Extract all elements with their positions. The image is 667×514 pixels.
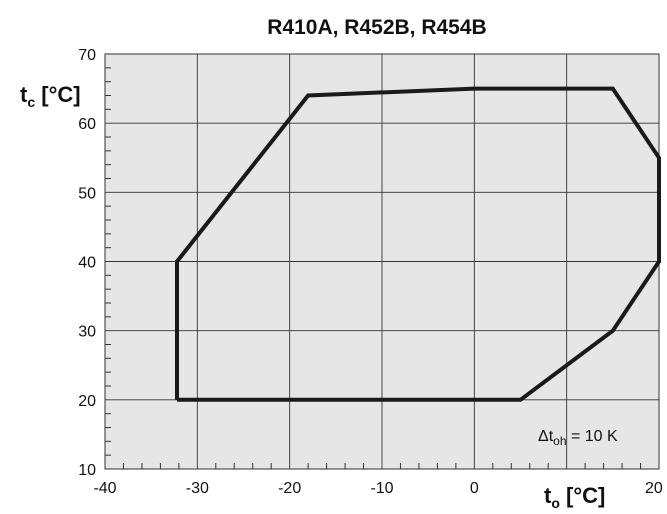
envelope-line bbox=[175, 86, 661, 402]
x-axis-label-unit: [°C] bbox=[560, 483, 605, 508]
x-axis-label-sub: o bbox=[551, 495, 560, 511]
y-tick-labels: 10 20 30 40 50 60 70 bbox=[78, 47, 96, 479]
annotation-delta: Δt bbox=[538, 428, 554, 445]
x-axis-label-main: t bbox=[544, 483, 552, 508]
minor-ticks bbox=[105, 67, 642, 469]
x-tick-label-6: 20 bbox=[645, 480, 663, 497]
y-tick-label-6: 70 bbox=[78, 47, 96, 64]
y-tick-label-0: 10 bbox=[78, 462, 96, 479]
y-axis-label-sub: c bbox=[27, 94, 35, 110]
y-axis-label-main: t bbox=[20, 82, 28, 107]
x-axis-label: to [°C] bbox=[544, 483, 605, 511]
x-tick-label-3: -10 bbox=[370, 480, 393, 497]
y-tick-label-2: 30 bbox=[78, 324, 96, 341]
x-tick-label-4: 0 bbox=[470, 480, 479, 497]
y-tick-label-4: 50 bbox=[78, 185, 96, 202]
y-axis-label: tc [°C] bbox=[20, 82, 81, 110]
y-tick-label-3: 40 bbox=[78, 255, 96, 272]
annotation-text: = 10 K bbox=[567, 428, 618, 445]
x-tick-label-0: -40 bbox=[93, 480, 116, 497]
x-tick-labels: -40 -30 -20 -10 0 20 bbox=[93, 480, 662, 497]
annotation-sub: oh bbox=[553, 434, 566, 448]
chart-title: R410A, R452B, R454B bbox=[267, 16, 486, 39]
superheat-annotation: Δtoh = 10 K bbox=[538, 428, 618, 448]
y-axis-label-unit: [°C] bbox=[35, 82, 80, 107]
x-tick-label-1: -30 bbox=[186, 480, 209, 497]
x-tick-label-2: -20 bbox=[278, 480, 301, 497]
y-tick-label-1: 20 bbox=[78, 393, 96, 410]
y-tick-label-5: 60 bbox=[78, 116, 96, 133]
